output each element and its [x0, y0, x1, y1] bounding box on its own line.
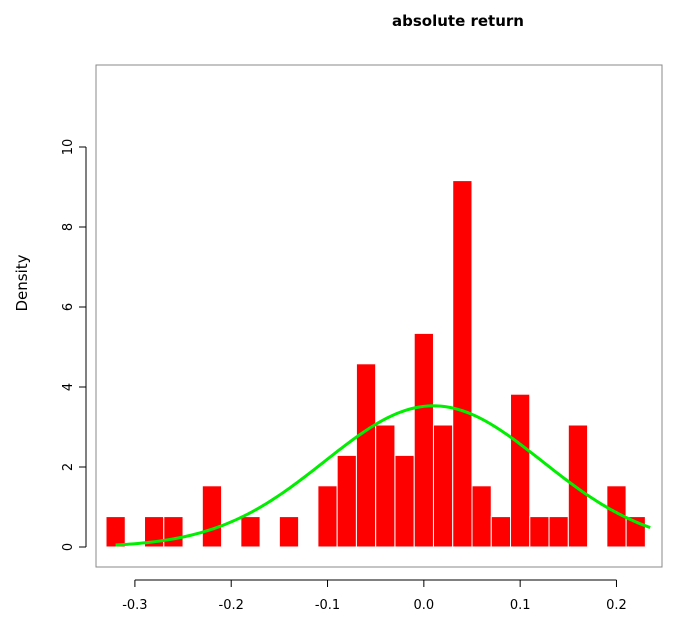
y-tick-label: 0	[61, 543, 76, 551]
histogram-bar	[317, 485, 338, 548]
histogram-bar	[355, 363, 377, 548]
x-tick-label: -0.1	[315, 598, 340, 613]
x-tick-label: -0.3	[122, 598, 147, 613]
histogram-bars	[105, 180, 646, 548]
density-curve	[115, 404, 651, 547]
chart-title: absolute return	[392, 12, 524, 30]
histogram-bar	[529, 516, 550, 548]
x-tick-label: 0.1	[510, 598, 531, 613]
histogram-bar	[567, 424, 589, 548]
histogram-bar	[105, 516, 126, 548]
y-tick-label: 8	[61, 223, 76, 231]
y-tick-label: 2	[61, 463, 76, 471]
histogram-bar	[278, 516, 300, 548]
y-axis: 0 2 4 6 8 10	[61, 139, 87, 551]
histogram-bar	[432, 424, 454, 548]
y-tick-label: 6	[61, 303, 76, 311]
histogram-bar	[490, 516, 512, 548]
histogram-bar	[548, 516, 569, 548]
x-tick-label: 0.0	[413, 598, 434, 613]
x-axis: -0.3 -0.2 -0.1 0.0 0.1 0.2	[122, 579, 627, 613]
y-axis-label: Density	[13, 254, 31, 311]
histogram-bar	[471, 485, 492, 548]
y-tick-label: 10	[61, 139, 76, 156]
x-tick-label: -0.2	[219, 598, 244, 613]
plot-box	[95, 64, 663, 568]
histogram-bar	[375, 424, 396, 548]
y-tick-label: 4	[61, 383, 76, 391]
histogram-bar	[394, 454, 415, 548]
histogram-bar	[452, 180, 473, 548]
x-tick-label: 0.2	[606, 598, 627, 613]
histogram-bar	[510, 393, 531, 548]
histogram-bar	[163, 516, 184, 548]
histogram-bar	[336, 454, 357, 548]
histogram-bar	[413, 332, 434, 548]
histogram-bar	[201, 485, 223, 548]
histogram-bar	[240, 516, 261, 548]
